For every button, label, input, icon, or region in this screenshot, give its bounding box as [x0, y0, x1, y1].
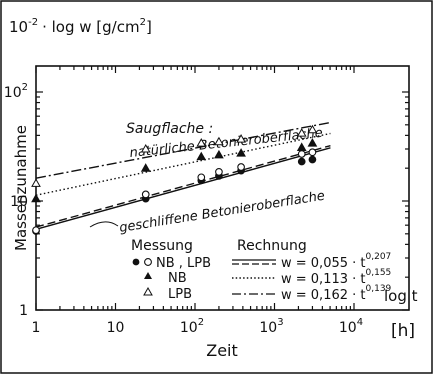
fit-line-long-dash — [35, 144, 331, 228]
point-filled-circle — [308, 155, 317, 164]
point-open-circle — [141, 190, 150, 199]
legend-header-messung: Messung — [131, 238, 193, 254]
y-tick-label: 10 — [10, 194, 28, 210]
point-filled-triangle — [140, 163, 151, 172]
point-filled-circle — [297, 157, 306, 166]
legend: Messung Rechnung NB , LPB w = 0,055 · t0… — [131, 238, 392, 303]
x-axis-label: Zeit — [206, 341, 238, 360]
legend-marker-filled-triangle — [144, 272, 152, 279]
point-open-circle — [197, 173, 206, 182]
point-open-circle — [308, 148, 317, 157]
data-points — [31, 124, 318, 235]
legend-formula-1: w = 0,055 · t0,207 — [281, 252, 391, 271]
y-tick-label: 102 — [4, 82, 28, 101]
legend-label-lpb: LPB — [168, 287, 192, 302]
annotation-leader — [89, 221, 119, 228]
legend-formula-2: w = 0,113 · t0,155 — [281, 268, 391, 287]
point-open-triangle — [296, 128, 307, 137]
point-filled-triangle — [307, 138, 318, 147]
x-tick-label: 1 — [32, 320, 41, 336]
point-filled-triangle — [236, 148, 246, 157]
legend-label-nb-lpb: NB , LPB — [156, 256, 211, 271]
point-open-triangle — [196, 138, 207, 147]
point-filled-triangle — [31, 193, 41, 203]
x-tick-label: 104 — [339, 317, 363, 336]
plot-frame — [35, 65, 410, 311]
x-tick-label: 103 — [259, 317, 283, 336]
fit-line-dash-dot — [35, 121, 331, 179]
point-open-triangle — [31, 178, 41, 187]
point-open-triangle — [140, 143, 151, 153]
x-tick-label: 102 — [180, 317, 204, 336]
fit-line-solid — [35, 147, 331, 230]
legend-marker-filled-circle — [132, 258, 140, 266]
annotation-geschliffene: geschliffene Betonieroberflache — [118, 189, 326, 236]
annotation-saugflache: Saugflache : — [126, 121, 213, 137]
legend-marker-open-triangle — [143, 286, 153, 296]
axis-ticks: 1 10 102 103 104 1 10 102 — [4, 66, 409, 336]
point-open-circle — [32, 226, 40, 235]
point-filled-triangle — [296, 142, 307, 151]
point-open-circle — [237, 163, 245, 171]
y-axis-label: Massenzunahme — [12, 125, 30, 251]
fit-lines — [35, 121, 331, 230]
point-open-triangle — [236, 134, 246, 143]
legend-header-rechnung: Rechnung — [237, 238, 307, 254]
y-header: 10-2 · log w [g/cm2] — [9, 17, 152, 36]
point-open-triangle — [214, 136, 224, 146]
legend-marker-open-circle — [144, 258, 152, 266]
point-filled-triangle — [196, 151, 207, 161]
point-open-circle — [215, 168, 223, 176]
point-open-circle — [297, 150, 306, 158]
point-open-triangle — [307, 124, 318, 134]
y-tick-label: 1 — [19, 303, 28, 319]
x-tick-label: 10 — [107, 320, 125, 336]
point-filled-triangle — [214, 149, 224, 159]
legend-formula-3: w = 0,162 · t0,139 — [281, 284, 392, 303]
x-axis-unit: [h] — [391, 321, 415, 341]
x-axis-log-label: log t — [384, 287, 418, 305]
legend-label-nb: NB — [168, 271, 187, 286]
